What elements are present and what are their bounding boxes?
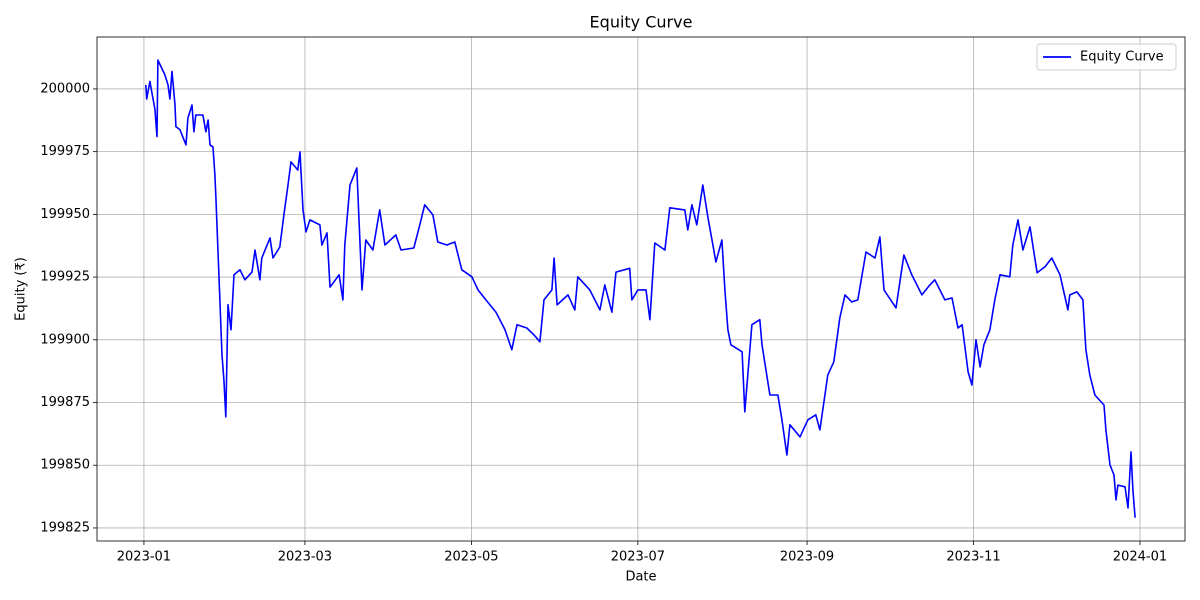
equity-line [145, 59, 1136, 518]
y-axis-label: Equity (₹) [14, 257, 29, 321]
x-tick-label: 2023-09 [780, 550, 834, 565]
y-tick-label: 199850 [40, 458, 90, 473]
x-tick-label: 2023-11 [946, 550, 1000, 565]
y-tick-label: 199900 [40, 332, 90, 347]
x-tick-label: 2023-07 [611, 550, 665, 565]
y-tick-label: 199875 [40, 395, 90, 410]
x-tick-label: 2023-05 [444, 550, 498, 565]
legend-box [1036, 43, 1177, 71]
x-tick-label: 2023-03 [278, 550, 332, 565]
y-tick-label: 199950 [40, 207, 90, 222]
x-tick-label: 2023-01 [117, 550, 171, 565]
plot-frame [96, 36, 1186, 542]
y-tick-label: 200000 [40, 81, 90, 96]
y-tick-label: 199825 [40, 520, 90, 535]
y-tick-label: 199975 [40, 144, 90, 159]
x-axis-label: Date [625, 570, 656, 585]
legend-label: Equity Curve [1080, 50, 1164, 65]
y-tick-label: 199925 [40, 270, 90, 285]
chart-title: Equity Curve [590, 13, 693, 32]
x-tick-label: 2024-01 [1113, 550, 1167, 565]
legend: Equity Curve [1036, 43, 1177, 71]
